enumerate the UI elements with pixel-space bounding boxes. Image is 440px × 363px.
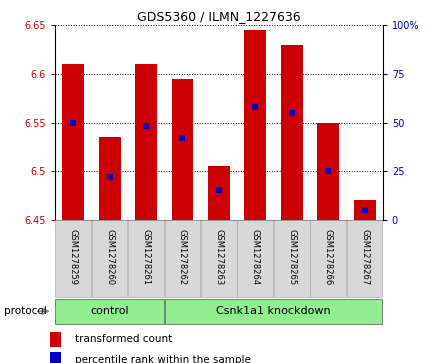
- Bar: [347, 220, 382, 297]
- Text: control: control: [90, 306, 129, 316]
- Bar: [172, 79, 194, 220]
- Text: GSM1278267: GSM1278267: [360, 229, 369, 285]
- Bar: [50, 331, 61, 347]
- Point: [70, 119, 77, 125]
- Bar: [92, 220, 128, 297]
- Bar: [281, 45, 303, 220]
- Bar: [62, 64, 84, 220]
- Bar: [274, 220, 310, 297]
- Text: transformed count: transformed count: [75, 334, 172, 344]
- Title: GDS5360 / ILMN_1227636: GDS5360 / ILMN_1227636: [137, 10, 301, 23]
- Bar: [310, 220, 346, 297]
- Bar: [165, 220, 200, 297]
- Bar: [317, 123, 339, 220]
- Bar: [354, 200, 375, 220]
- Bar: [55, 220, 91, 297]
- Bar: [135, 64, 157, 220]
- Text: percentile rank within the sample: percentile rank within the sample: [75, 355, 251, 363]
- Bar: [50, 352, 61, 363]
- Text: GSM1278259: GSM1278259: [69, 229, 78, 285]
- Text: GSM1278261: GSM1278261: [142, 229, 150, 285]
- Text: GSM1278260: GSM1278260: [105, 229, 114, 285]
- Bar: [208, 166, 230, 220]
- Text: protocol: protocol: [4, 306, 47, 316]
- Point: [288, 110, 295, 116]
- Bar: [165, 299, 382, 324]
- Bar: [128, 220, 164, 297]
- Bar: [238, 220, 273, 297]
- Point: [179, 135, 186, 141]
- Text: GSM1278263: GSM1278263: [214, 229, 224, 285]
- Point: [325, 168, 332, 174]
- Bar: [55, 299, 164, 324]
- Point: [252, 104, 259, 110]
- Point: [106, 174, 113, 180]
- Point: [143, 123, 150, 129]
- Bar: [201, 220, 237, 297]
- Point: [361, 207, 368, 213]
- Text: GSM1278262: GSM1278262: [178, 229, 187, 285]
- Text: GSM1278266: GSM1278266: [324, 229, 333, 285]
- Text: GSM1278265: GSM1278265: [287, 229, 296, 285]
- Text: Csnk1a1 knockdown: Csnk1a1 knockdown: [216, 306, 331, 316]
- Point: [216, 188, 223, 193]
- Text: GSM1278264: GSM1278264: [251, 229, 260, 285]
- Bar: [244, 30, 266, 220]
- Bar: [99, 137, 121, 220]
